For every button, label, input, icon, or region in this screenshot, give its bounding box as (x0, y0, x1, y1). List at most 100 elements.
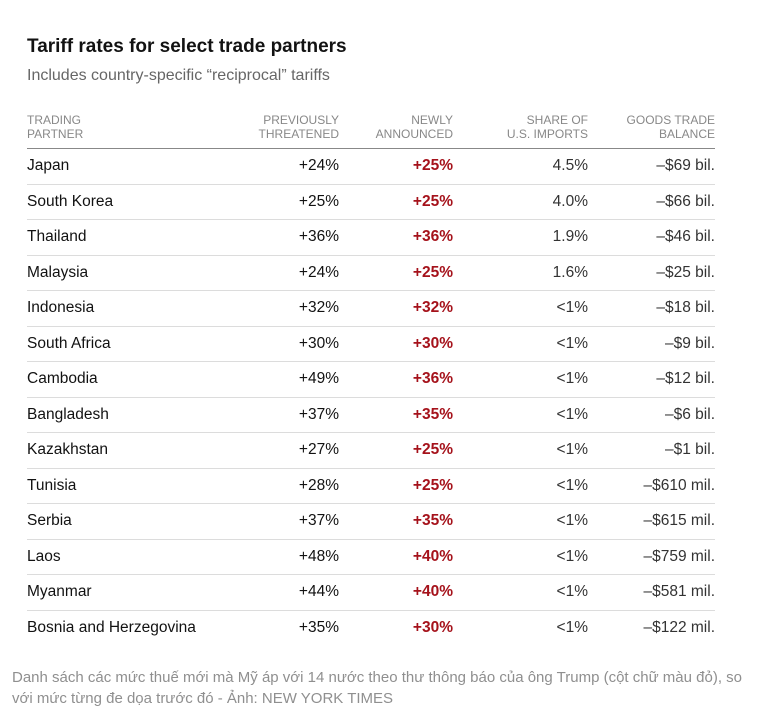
trade-balance-cell: –$18 bil. (588, 290, 715, 327)
previously-threatened-cell: +25% (227, 184, 339, 220)
partner-cell: Serbia (27, 503, 227, 540)
header-line: NEWLY (411, 113, 453, 127)
table-header-row: TRADING PARTNER PREVIOUSLY THREATENED NE… (27, 113, 715, 149)
share-of-imports-cell: <1% (453, 432, 588, 469)
share-of-imports-cell: <1% (453, 539, 588, 575)
partner-cell: Malaysia (27, 255, 227, 291)
trade-balance-cell: –$69 bil. (588, 148, 715, 185)
trade-balance-cell: –$12 bil. (588, 361, 715, 398)
table-row: Thailand +36% +36% 1.9% –$46 bil. (27, 219, 715, 256)
partner-cell: Bangladesh (27, 397, 227, 433)
share-of-imports-cell: 4.5% (453, 148, 588, 185)
trade-balance-cell: –$1 bil. (588, 432, 715, 469)
trade-balance-cell: –$122 mil. (643, 618, 715, 636)
share-of-imports-cell: <1% (453, 468, 588, 504)
table-row: Bangladesh +37% +35% <1% –$6 bil. (27, 397, 715, 433)
previously-threatened-cell: +37% (227, 397, 339, 433)
newly-announced-cell: +35% (339, 503, 453, 540)
trade-balance-cell: –$9 bil. (588, 326, 715, 362)
table-row: Kazakhstan +27% +25% <1% –$1 bil. (27, 432, 715, 469)
chart-title: Tariff rates for select trade partners (27, 36, 347, 57)
header-line: PREVIOUSLY (263, 113, 339, 127)
newly-announced-cell: +30% (339, 326, 453, 362)
trade-balance-cell: –$615 mil. (588, 503, 715, 540)
table-row: Serbia +37% +35% <1% –$615 mil. (27, 503, 715, 540)
header-previously-threatened: PREVIOUSLY THREATENED (227, 113, 339, 149)
newly-announced-cell: +36% (339, 361, 453, 398)
newly-announced-cell: +25% (339, 468, 453, 504)
header-trading-partner: TRADING PARTNER (27, 113, 227, 149)
previously-threatened-cell: +48% (227, 539, 339, 575)
partner-cell: Myanmar (27, 574, 227, 611)
partner-cell: Kazakhstan (27, 432, 227, 469)
share-of-imports-cell: <1% (453, 503, 588, 540)
previously-threatened-cell: +30% (227, 326, 339, 362)
partner-cell: South Africa (27, 326, 227, 362)
table-row: Malaysia +24% +25% 1.6% –$25 bil. (27, 255, 715, 291)
table-row: Japan +24% +25% 4.5% –$69 bil. (27, 148, 715, 185)
trade-balance-cell: –$581 mil. (588, 574, 715, 611)
table-row: Bosnia and Herzegovina +35% +30% <1% –$122 m… (27, 610, 715, 645)
table-body: Japan +24% +25% 4.5% –$69 bil. South Korea +25… (27, 148, 715, 646)
header-line: TRADING (27, 113, 81, 127)
newly-announced-cell: +35% (339, 397, 453, 433)
newly-announced-cell: +25% (339, 148, 453, 185)
share-of-imports-cell: 4.0% (453, 184, 588, 220)
partner-cell: Thailand (27, 219, 227, 256)
share-of-imports-cell: 1.9% (453, 219, 588, 256)
header-line: PARTNER (27, 127, 84, 141)
share-of-imports-cell: 1.6% (453, 255, 588, 291)
share-of-imports-cell: <1% (453, 574, 588, 611)
table-row: Indonesia +32% +32% <1% –$18 bil. (27, 290, 715, 327)
partner-cell: South Korea (27, 184, 227, 220)
header-share-of-imports: SHARE OF U.S. IMPORTS (453, 113, 588, 149)
table-row: Laos +48% +40% <1% –$759 mil. (27, 539, 715, 575)
table-row: Cambodia +49% +36% <1% –$12 bil. (27, 361, 715, 398)
previously-threatened-cell: +37% (227, 503, 339, 540)
newly-announced-cell: +36% (339, 219, 453, 256)
previously-threatened-cell: +44% (227, 574, 339, 611)
share-of-imports-cell: <1% (453, 361, 588, 398)
partner-cell: Bosnia and Herzegovina (27, 618, 196, 636)
trade-balance-cell: –$46 bil. (588, 219, 715, 256)
newly-announced-cell: +40% (339, 539, 453, 575)
share-of-imports-cell: <1% (453, 397, 588, 433)
trade-balance-cell: –$66 bil. (588, 184, 715, 220)
share-of-imports-cell: <1% (556, 618, 588, 636)
partner-cell: Cambodia (27, 361, 227, 398)
previously-threatened-cell: +24% (227, 255, 339, 291)
previously-threatened-cell: +36% (227, 219, 339, 256)
newly-announced-cell: +30% (412, 618, 453, 636)
previously-threatened-cell: +27% (227, 432, 339, 469)
table-row: Myanmar +44% +40% <1% –$581 mil. (27, 574, 715, 611)
partner-cell: Indonesia (27, 290, 227, 327)
trade-balance-cell: –$759 mil. (588, 539, 715, 575)
header-line: BALANCE (658, 127, 715, 141)
table-row: South Korea +25% +25% 4.0% –$66 bil. (27, 184, 715, 220)
table-row: Tunisia +28% +25% <1% –$610 mil. (27, 468, 715, 504)
newly-announced-cell: +25% (339, 184, 453, 220)
previously-threatened-cell: +24% (227, 148, 339, 185)
trade-balance-cell: –$6 bil. (588, 397, 715, 433)
previously-threatened-cell: +49% (227, 361, 339, 398)
newly-announced-cell: +25% (339, 255, 453, 291)
header-line: THREATENED (258, 127, 339, 141)
trade-balance-cell: –$610 mil. (588, 468, 715, 504)
photo-caption: Danh sách các mức thuế mới mà Mỹ áp với … (12, 669, 743, 707)
previously-threatened-cell: +35% (298, 618, 339, 636)
header-newly-announced: NEWLY ANNOUNCED (339, 113, 453, 149)
newly-announced-cell: +25% (339, 432, 453, 469)
partner-cell: Laos (27, 539, 227, 575)
header-line: U.S. IMPORTS (506, 127, 588, 141)
header-goods-trade-balance: GOODS TRADE BALANCE (588, 113, 715, 149)
header-line: GOODS TRADE (626, 113, 715, 127)
header-line: ANNOUNCED (375, 127, 453, 141)
newly-announced-cell: +32% (339, 290, 453, 327)
share-of-imports-cell: <1% (453, 290, 588, 327)
share-of-imports-cell: <1% (453, 326, 588, 362)
chart-subtitle: Includes country-specific “reciprocal” t… (27, 67, 330, 84)
partner-cell: Tunisia (27, 468, 227, 504)
table-row: South Africa +30% +30% <1% –$9 bil. (27, 326, 715, 362)
previously-threatened-cell: +28% (227, 468, 339, 504)
newly-announced-cell: +40% (339, 574, 453, 611)
